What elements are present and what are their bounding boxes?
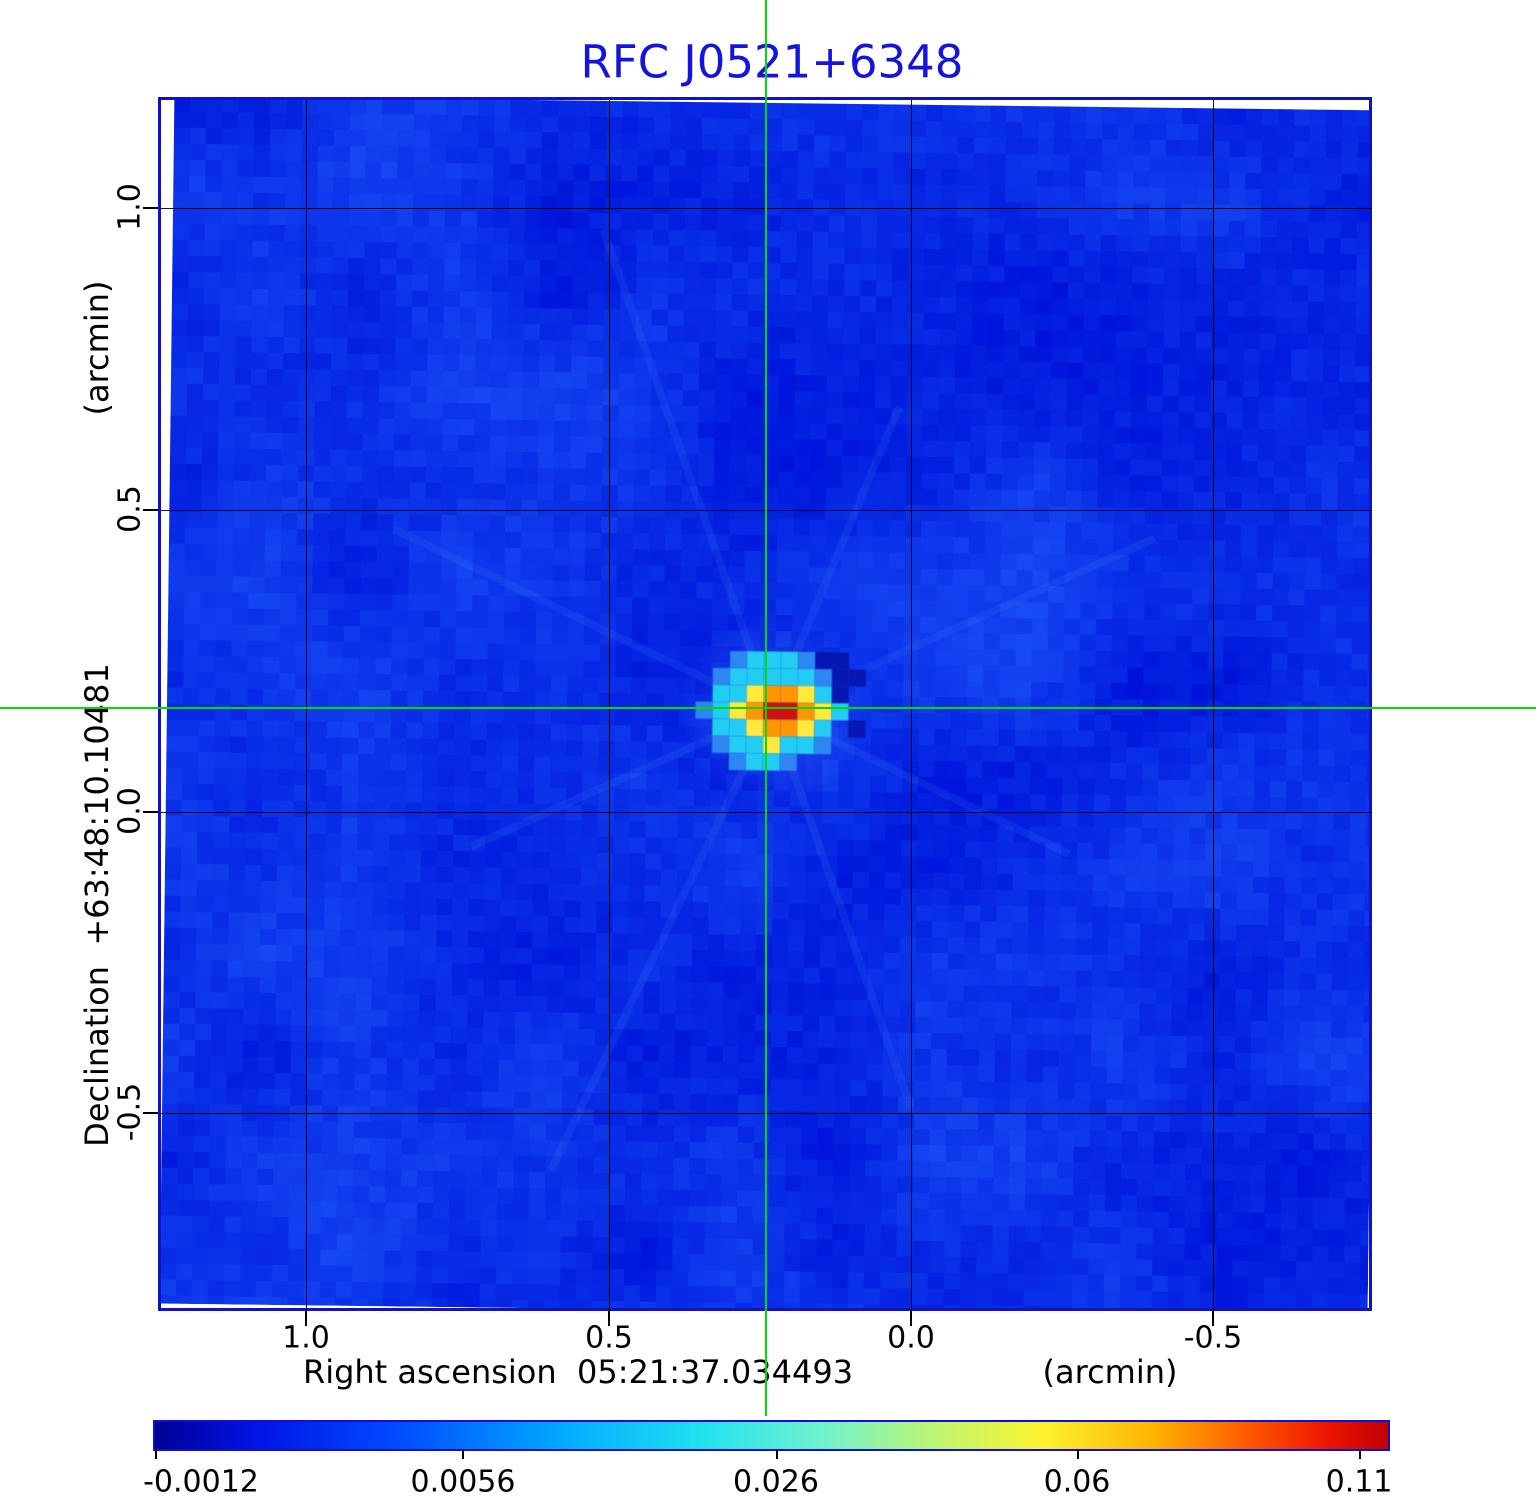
grid-line xyxy=(306,100,307,1311)
y-axis-title: Declination +63:48:10.10481 xyxy=(78,663,116,1147)
x-tick-label: 0.5 xyxy=(585,1320,633,1356)
x-tick-label: 0.0 xyxy=(887,1320,935,1356)
colorbar-label: 0.0056 xyxy=(410,1464,516,1500)
x-axis-unit: (arcmin) xyxy=(1042,1353,1178,1391)
y-tick-label: 1.0 xyxy=(112,183,148,231)
y-axis-unit: (arcmin) xyxy=(78,280,116,416)
tick-mark xyxy=(910,1311,912,1326)
tick-mark xyxy=(305,1311,307,1326)
grid-line xyxy=(911,100,912,1311)
tick-mark xyxy=(143,509,158,511)
grid-line xyxy=(609,100,610,1311)
colorbar-label: -0.0012 xyxy=(143,1464,259,1500)
grid-line xyxy=(1213,100,1214,1311)
y-tick-label: -0.5 xyxy=(112,1082,148,1142)
y-tick-label: 0.0 xyxy=(112,787,148,835)
colorbar-label: 0.026 xyxy=(733,1464,819,1500)
colorbar-label: 0.11 xyxy=(1325,1464,1393,1500)
y-tick-label: 0.5 xyxy=(112,485,148,533)
colorbar-tick xyxy=(1359,1450,1361,1459)
tick-mark xyxy=(1212,1311,1214,1326)
colorbar-tick xyxy=(1077,1450,1079,1459)
x-tick-label: 1.0 xyxy=(282,1320,330,1356)
colorbar-label: 0.06 xyxy=(1043,1464,1111,1500)
colorbar-tick xyxy=(155,1450,157,1459)
page-title: RFC J0521+6348 xyxy=(580,35,964,89)
tick-mark xyxy=(143,1112,158,1114)
crosshair-horizontal-line xyxy=(0,707,1536,709)
colorbar xyxy=(153,1420,1390,1451)
colorbar-tick xyxy=(776,1450,778,1459)
colorbar-tick xyxy=(462,1450,464,1459)
tick-mark xyxy=(143,811,158,813)
x-tick-label: -0.5 xyxy=(1183,1320,1243,1356)
tick-mark xyxy=(608,1311,610,1326)
x-axis-title: Right ascension 05:21:37.034493 xyxy=(302,1353,854,1391)
tick-mark xyxy=(143,207,158,209)
